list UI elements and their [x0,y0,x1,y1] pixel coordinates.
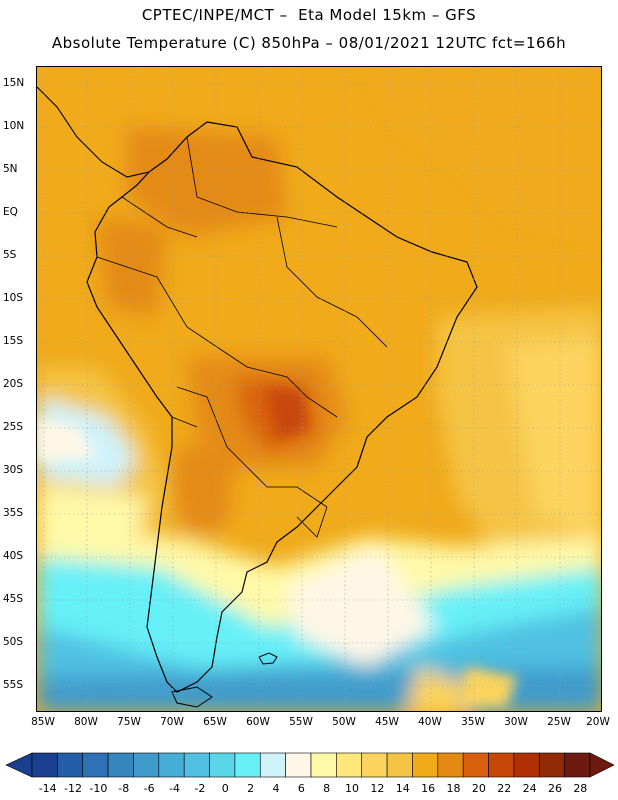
central-america [37,86,150,178]
lon-label: 45W [375,716,399,728]
colorbar-swatch [133,752,160,778]
title-line-1: CPTEC/INPE/MCT – Eta Model 15km – GFS [141,6,477,24]
temperature-field [37,67,601,711]
lat-label: 30S [3,464,24,476]
lon-label: 50W [332,716,356,728]
country-borders [96,136,388,538]
colorbar-swatch [361,752,388,778]
lat-label: 15N [3,77,25,89]
lon-label: 65W [203,716,227,728]
colorbar-swatch [336,752,363,778]
colorbar-label: 28 [573,782,588,795]
colorbar-label: 2 [247,782,255,795]
colorbar-label: -4 [169,782,180,795]
lat-label: 10S [3,292,24,304]
colorbar-label: 24 [522,782,537,795]
colorbar-label: 6 [297,782,305,795]
lat-label: 10N [3,120,25,132]
lat-label: 15S [3,335,24,347]
colorbar-label: -2 [194,782,206,795]
colorbar-swatch [412,752,439,778]
lon-label: 80W [74,716,98,728]
lat-label: 45S [3,593,24,605]
lon-label: 30W [504,716,528,728]
colorbar-swatch [488,752,515,778]
falkland-islands [258,652,278,665]
colorbar-label: -10 [89,782,108,795]
colorbar-label: 26 [547,782,562,795]
colorbar-label: 18 [446,782,461,795]
colorbar-swatch [437,752,464,778]
colorbar-label: -12 [64,782,83,795]
colorbar-label: 10 [345,782,360,795]
colorbar-label: -6 [143,782,155,795]
colorbar-swatch [209,752,236,778]
lon-label: 70W [160,716,184,728]
colorbar-label: -8 [118,782,130,795]
colorbar-swatch [183,752,210,778]
title-line-2: Absolute Temperature (C) 850hPa – 08/01/… [51,34,567,52]
lon-label: 55W [289,716,313,728]
colorbar-label: 12 [370,782,385,795]
colorbar-label: 20 [471,782,486,795]
lat-label: 55S [3,679,24,691]
colorbar-swatch [310,752,337,778]
colorbar-swatch [564,752,591,778]
colorbar-swatch [82,752,109,778]
colorbar-swatch [259,752,286,778]
colorbar-label: 22 [497,782,512,795]
map-panel [36,66,602,712]
lon-label: 20W [586,716,610,728]
lon-label: 40W [418,716,442,728]
colorbar-min-arrow [5,752,33,778]
colorbar [5,752,615,778]
lon-label: 85W [31,716,55,728]
lon-label: 25W [547,716,571,728]
colorbar-label: -14 [38,782,57,795]
colorbar-swatch [107,752,134,778]
colorbar-swatch [462,752,489,778]
colorbar-label: 8 [323,782,331,795]
colorbar-swatch [538,752,565,778]
colorbar-label: 16 [421,782,436,795]
colorbar-max-arrow [589,752,615,778]
colorbar-swatch [285,752,312,778]
lat-label: 40S [3,550,24,562]
lat-label: 5S [3,249,17,261]
colorbar-swatch [386,752,413,778]
colorbar-swatch [234,752,261,778]
lat-label: 35S [3,507,24,519]
tierra-del-fuego [171,686,213,708]
lat-label: 25S [3,421,24,433]
colorbar-label: 14 [395,782,410,795]
lat-label: 50S [3,636,24,648]
colorbar-swatch [31,752,58,778]
lat-label: 20S [3,378,24,390]
lat-label: 5N [3,163,18,175]
temperature-map [37,67,601,711]
colorbar-swatch [158,752,185,778]
lon-label: 75W [117,716,141,728]
colorbar-label: 4 [272,782,280,795]
colorbar-swatch [513,752,540,778]
south-america-continent [86,121,478,693]
lon-label: 35W [461,716,485,728]
lat-label: EQ [3,206,18,218]
lon-label: 60W [246,716,270,728]
colorbar-label: 0 [221,782,229,795]
colorbar-swatch [57,752,84,778]
